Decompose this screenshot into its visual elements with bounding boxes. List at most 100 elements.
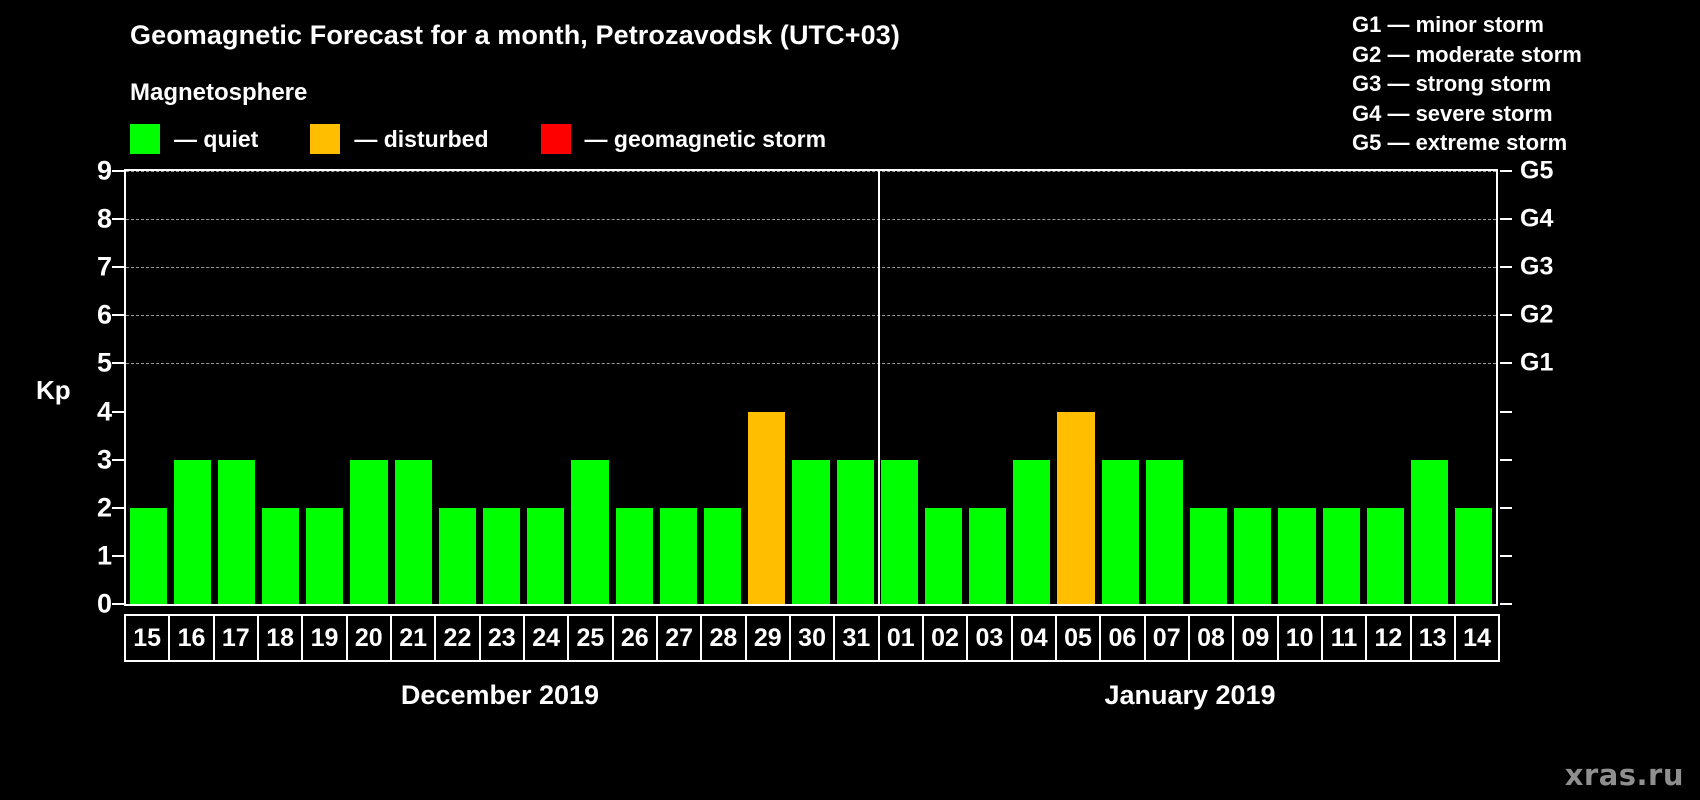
date-label-05[interactable]: 05 <box>1054 614 1102 662</box>
date-label-01[interactable]: 01 <box>877 614 924 662</box>
bar-cell[interactable] <box>1452 171 1496 604</box>
bar-cell[interactable] <box>303 171 347 604</box>
bar-cell[interactable] <box>1054 171 1098 604</box>
date-label-09[interactable]: 09 <box>1232 614 1279 662</box>
date-label-31[interactable]: 31 <box>833 614 880 662</box>
bar-13[interactable] <box>1410 459 1449 604</box>
date-label-26[interactable]: 26 <box>611 614 658 662</box>
bar-cell[interactable] <box>1275 171 1319 604</box>
bar-19[interactable] <box>306 507 344 604</box>
date-label-25[interactable]: 25 <box>567 614 614 662</box>
bar-cell[interactable] <box>877 171 921 604</box>
date-label-11[interactable]: 11 <box>1320 614 1368 662</box>
bar-04[interactable] <box>1013 459 1051 604</box>
bar-15[interactable] <box>129 507 167 604</box>
date-label-15[interactable]: 15 <box>124 614 171 662</box>
date-label-27[interactable]: 27 <box>655 614 703 662</box>
bar-23[interactable] <box>483 507 521 604</box>
y-axis-label: Kp <box>36 375 71 405</box>
date-label-20[interactable]: 20 <box>345 614 392 662</box>
date-label-07[interactable]: 07 <box>1143 614 1190 662</box>
bar-24[interactable] <box>527 507 565 604</box>
bar-07[interactable] <box>1145 459 1183 604</box>
bar-cell[interactable] <box>921 171 965 604</box>
bar-cell[interactable] <box>656 171 700 604</box>
bar-12[interactable] <box>1366 507 1404 604</box>
date-label-22[interactable]: 22 <box>434 614 481 662</box>
date-label-19[interactable]: 19 <box>301 614 348 662</box>
date-label-18[interactable]: 18 <box>256 614 304 662</box>
bar-30[interactable] <box>792 459 830 604</box>
bar-25[interactable] <box>571 459 609 604</box>
bar-cell[interactable] <box>1010 171 1054 604</box>
storm-scale-item-g3: G3 — strong storm <box>1352 71 1552 97</box>
bar-16[interactable] <box>173 459 211 604</box>
bar-22[interactable] <box>438 507 476 604</box>
bar-cell[interactable] <box>259 171 303 604</box>
bar-cell[interactable] <box>1363 171 1407 604</box>
date-label-24[interactable]: 24 <box>522 614 570 662</box>
date-label-28[interactable]: 28 <box>700 614 747 662</box>
bar-11[interactable] <box>1322 507 1360 604</box>
bar-26[interactable] <box>615 507 653 604</box>
bar-01[interactable] <box>880 459 918 604</box>
bar-03[interactable] <box>969 507 1007 604</box>
bar-14[interactable] <box>1455 507 1493 604</box>
date-label-06[interactable]: 06 <box>1099 614 1146 662</box>
legend-item-disturbed: — disturbed <box>310 124 489 154</box>
bar-05[interactable] <box>1057 411 1095 604</box>
date-label-13[interactable]: 13 <box>1409 614 1456 662</box>
bar-cell[interactable] <box>126 171 170 604</box>
bar-21[interactable] <box>394 459 432 604</box>
bar-cell[interactable] <box>966 171 1010 604</box>
bar-cell[interactable] <box>435 171 479 604</box>
bar-cell[interactable] <box>1407 171 1451 604</box>
date-label-29[interactable]: 29 <box>744 614 791 662</box>
bar-cell[interactable] <box>1098 171 1142 604</box>
bar-28[interactable] <box>703 507 742 604</box>
bar-cell[interactable] <box>745 171 789 604</box>
bar-cell[interactable] <box>170 171 214 604</box>
date-label-17[interactable]: 17 <box>212 614 259 662</box>
bar-06[interactable] <box>1101 459 1139 604</box>
bar-29[interactable] <box>748 411 786 604</box>
bar-cell[interactable] <box>612 171 656 604</box>
date-label-03[interactable]: 03 <box>966 614 1013 662</box>
bar-17[interactable] <box>217 459 256 604</box>
bar-cell[interactable] <box>789 171 833 604</box>
bar-cell[interactable] <box>1142 171 1186 604</box>
date-label-21[interactable]: 21 <box>389 614 437 662</box>
bar-cell[interactable] <box>1231 171 1275 604</box>
date-label-16[interactable]: 16 <box>168 614 215 662</box>
section-label-magnetosphere: Magnetosphere <box>130 79 308 106</box>
bar-cell[interactable] <box>391 171 435 604</box>
bar-cell[interactable] <box>700 171 744 604</box>
bar-cell[interactable] <box>1319 171 1363 604</box>
date-label-02[interactable]: 02 <box>921 614 969 662</box>
bar-cell[interactable] <box>480 171 524 604</box>
g-tick-7 <box>1500 266 1512 269</box>
bar-02[interactable] <box>924 507 963 604</box>
bar-cell[interactable] <box>347 171 391 604</box>
bar-31[interactable] <box>836 459 874 604</box>
bar-cell[interactable] <box>214 171 258 604</box>
date-label-04[interactable]: 04 <box>1010 614 1057 662</box>
bar-cell[interactable] <box>833 171 877 604</box>
date-label-08[interactable]: 08 <box>1187 614 1235 662</box>
bar-20[interactable] <box>350 459 388 604</box>
date-label-14[interactable]: 14 <box>1453 614 1501 662</box>
bar-18[interactable] <box>262 507 300 604</box>
bar-09[interactable] <box>1234 507 1272 604</box>
bar-cell[interactable] <box>1187 171 1231 604</box>
date-label-23[interactable]: 23 <box>478 614 525 662</box>
bar-cell[interactable] <box>524 171 568 604</box>
date-label-30[interactable]: 30 <box>788 614 836 662</box>
legend-swatch-geomagnetic-storm <box>540 124 571 154</box>
date-label-10[interactable]: 10 <box>1276 614 1323 662</box>
bar-08[interactable] <box>1190 507 1228 604</box>
date-label-12[interactable]: 12 <box>1365 614 1412 662</box>
bar-cell[interactable] <box>568 171 612 604</box>
bar-27[interactable] <box>659 507 697 604</box>
bar-10[interactable] <box>1278 507 1316 604</box>
bar-series <box>126 171 1496 604</box>
